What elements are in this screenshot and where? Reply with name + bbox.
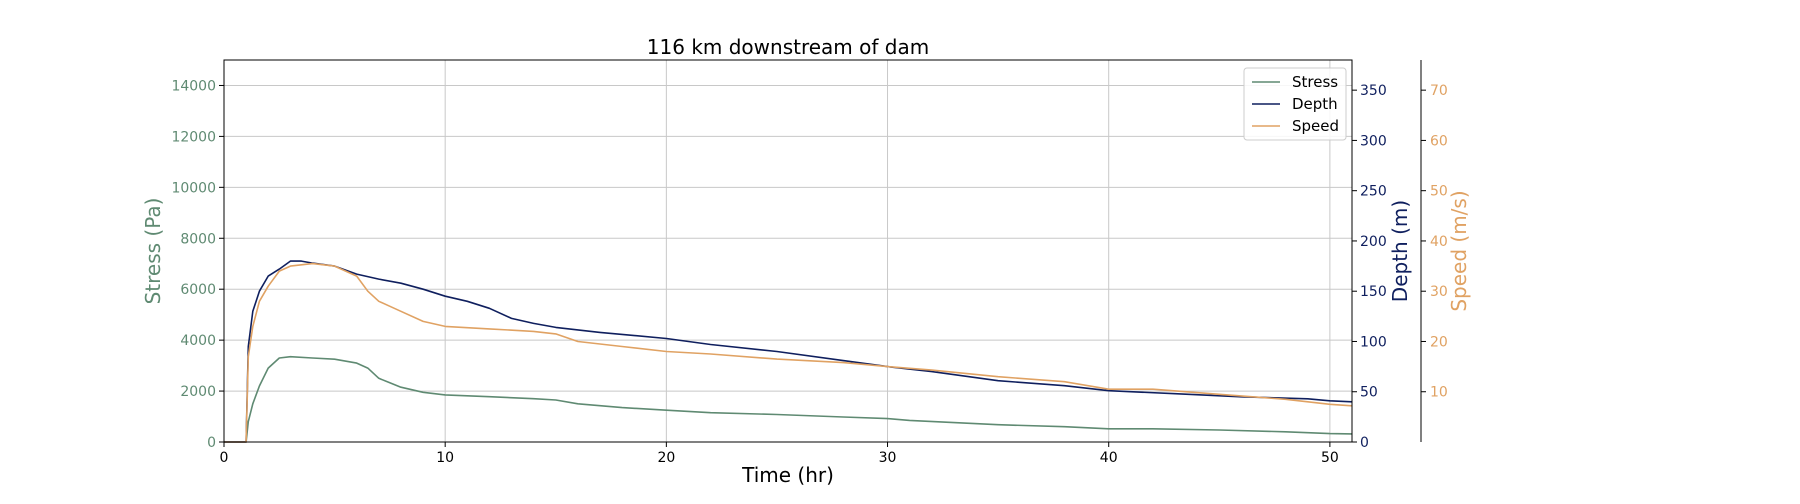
stress-tick-label: 8000 (180, 231, 216, 247)
stress-tick-label: 12000 (171, 129, 216, 145)
x-tick-label: 40 (1100, 450, 1118, 466)
depth-axis-title: Depth (m) (1388, 200, 1412, 302)
stress-tick-label: 0 (207, 435, 216, 451)
speed-tick-label: 50 (1430, 184, 1448, 200)
depth-tick-label: 200 (1360, 234, 1387, 250)
legend-label-speed: Speed (1292, 117, 1339, 135)
speed-axis-title: Speed (m/s) (1447, 190, 1471, 311)
x-tick-label: 30 (879, 450, 897, 466)
depth-tick-label: 50 (1360, 385, 1378, 401)
x-tick-label: 20 (657, 450, 675, 466)
legend: Stress Depth Speed (1243, 67, 1347, 141)
legend-box (1243, 67, 1347, 141)
stress-axis-title: Stress (Pa) (141, 198, 165, 305)
series-lines (224, 260, 1353, 443)
stress-tick-label: 6000 (180, 282, 216, 298)
stress-tick-label: 10000 (171, 180, 216, 196)
series-line-speed (224, 262, 1353, 443)
legend-item-speed: Speed (1252, 117, 1339, 135)
stress-tick-label: 14000 (171, 78, 216, 94)
x-tick-label: 50 (1321, 450, 1339, 466)
speed-tick-label: 40 (1430, 234, 1448, 250)
depth-tick-label: 0 (1360, 435, 1369, 451)
chart-title: 116 km downstream of dam (647, 35, 929, 59)
series-line-stress (224, 355, 1353, 443)
depth-tick-label: 350 (1360, 83, 1387, 99)
speed-tick-label: 60 (1430, 133, 1448, 149)
stress-tick-label: 4000 (180, 333, 216, 349)
axes: 0 10 20 30 40 5002000400060008000100001200014… (171, 59, 1448, 466)
legend-label-stress: Stress (1292, 73, 1338, 91)
speed-tick-label: 20 (1430, 334, 1448, 350)
depth-tick-label: 300 (1360, 133, 1387, 149)
depth-tick-label: 100 (1360, 334, 1387, 350)
legend-label-depth: Depth (1292, 95, 1338, 113)
speed-tick-label: 30 (1430, 284, 1448, 300)
legend-item-depth: Depth (1252, 95, 1338, 113)
speed-tick-label: 70 (1430, 83, 1448, 99)
speed-tick-label: 10 (1430, 385, 1448, 401)
x-tick-label: 10 (436, 450, 454, 466)
depth-tick-label: 150 (1360, 284, 1387, 300)
stress-tick-label: 2000 (180, 384, 216, 400)
x-tick-label: 0 (220, 450, 229, 466)
plot-frame (223, 59, 1353, 443)
x-axis-title: Time (hr) (741, 463, 834, 487)
legend-item-stress: Stress (1252, 73, 1338, 91)
series-line-depth (224, 260, 1353, 443)
depth-tick-label: 250 (1360, 184, 1387, 200)
